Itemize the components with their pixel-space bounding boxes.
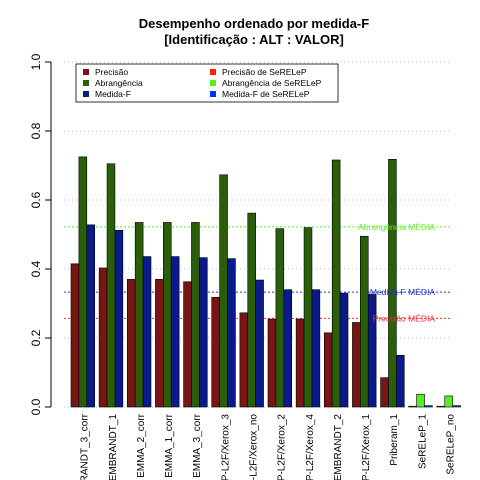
x-tick-label: Priberam_1 [389, 414, 400, 466]
legend-swatch [210, 91, 216, 97]
bar [331, 159, 341, 408]
x-tick-label: EMBRANDT_1 [108, 414, 119, 480]
bar [106, 163, 116, 408]
y-tick-label: 0.2 [29, 329, 43, 346]
legend-label: Precisão [95, 67, 128, 77]
x-tick-label: P-L2F/Xerox_2 [277, 414, 288, 480]
bar [444, 395, 453, 408]
reference-labels: Abrangência MÉDIA Medida-F MÉDIA Precisão … [358, 222, 435, 323]
bar [295, 318, 305, 408]
bar [303, 227, 313, 408]
bar [219, 174, 228, 408]
bar [78, 156, 88, 408]
x-tick-label: SeRELeP_no [445, 414, 456, 475]
y-axis: 0.0 0.2 0.4 0.6 0.8 1.0 [29, 53, 52, 415]
y-tick-label: 0.8 [29, 122, 43, 139]
bar [199, 257, 208, 408]
legend-swatch [83, 80, 89, 86]
x-tick-label: EMMA_3_corr [192, 413, 203, 478]
category-labels: RANDT_3_corr EMBRANDT_1 EMMA_2_corr EMMA_1_… [80, 413, 457, 480]
bar [163, 222, 172, 408]
bar [367, 293, 377, 408]
bar [98, 267, 108, 408]
x-tick-label: SeRELeP_1 [417, 414, 428, 469]
y-tick-label: 1.0 [29, 53, 43, 70]
bar [255, 279, 264, 408]
bar [339, 292, 349, 408]
chart-subtitle: [Identificação : ALT : VALOR] [164, 32, 344, 47]
bar [239, 312, 249, 408]
legend-label: Abrangência [95, 78, 143, 88]
bar [142, 256, 152, 408]
bar [155, 279, 164, 408]
x-tick-label: EMBRANDT_2 [333, 414, 344, 480]
y-tick-label: 0.6 [29, 191, 43, 208]
bar [388, 158, 397, 408]
bars [70, 156, 461, 408]
bar [380, 377, 389, 408]
legend-swatch [83, 69, 89, 75]
x-tick-label: EMMA_2_corr [136, 413, 147, 478]
x-tick-label: P-L2F/Xerox_3 [220, 414, 231, 480]
bar [323, 332, 333, 408]
reference-label: Medida-F MÉDIA [370, 287, 436, 297]
bar [211, 296, 220, 408]
bar [436, 405, 446, 408]
x-tick-label: RANDT_3_corr [80, 413, 91, 480]
bar [416, 393, 425, 408]
bar [352, 322, 361, 408]
bar [424, 405, 433, 408]
legend-label: Precisão de SeRELeP [222, 67, 307, 77]
y-tick-label: 0.0 [29, 398, 43, 415]
bar [86, 224, 96, 408]
legend-swatch [210, 80, 216, 86]
bar [126, 279, 136, 408]
bar [360, 235, 369, 408]
reference-label: Abrangência MÉDIA [358, 222, 435, 232]
bar [227, 258, 236, 408]
chart-title: Desempenho ordenado por medida-F [139, 16, 369, 31]
reference-label: Precisão MÉDIA [373, 313, 436, 323]
bar [247, 212, 256, 408]
bar [311, 289, 321, 408]
bar [183, 281, 192, 408]
legend-box [75, 63, 339, 103]
legend-label: Medida-F de SeRELeP [222, 89, 310, 99]
y-tick-label: 0.4 [29, 260, 43, 277]
legend-label: Abrangência de SeRELeP [222, 78, 322, 88]
x-tick-label: -L2F/Xerox_no [248, 414, 259, 480]
bar [408, 405, 417, 408]
x-tick-label: P-L2F/Xerox_1 [361, 414, 372, 480]
legend-swatch [83, 91, 89, 97]
bar [191, 222, 200, 408]
bar [283, 289, 292, 408]
bar [134, 222, 144, 408]
x-tick-label: EMMA_1_corr [164, 413, 175, 478]
bar [396, 354, 405, 408]
legend-label: Medida-F [95, 89, 131, 99]
bar [267, 318, 277, 408]
bar [275, 228, 285, 408]
bar [70, 263, 80, 408]
bar [114, 230, 124, 408]
bar [170, 256, 180, 408]
x-tick-label: P-L2F/Xerox_4 [305, 414, 316, 480]
legend-swatch [210, 69, 216, 75]
bar [452, 405, 461, 408]
